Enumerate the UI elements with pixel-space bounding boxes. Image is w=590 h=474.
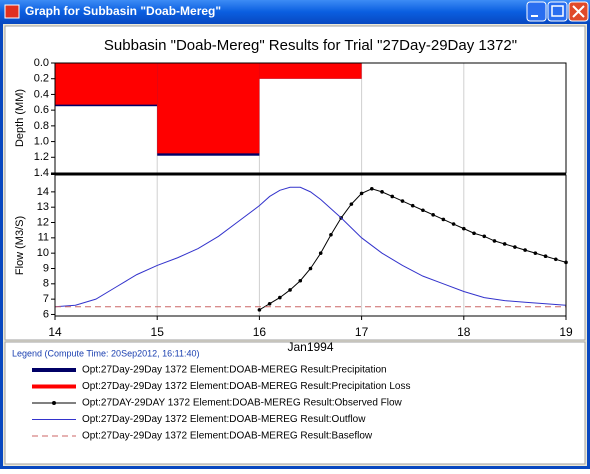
depth-bar	[157, 63, 260, 154]
y-axis-label: Depth (MM)	[14, 89, 26, 147]
flow-marker	[288, 288, 292, 292]
flow-line	[54, 186, 567, 308]
maximize-icon	[551, 5, 564, 17]
y-tick-label: 0.4	[34, 88, 49, 100]
y-tick-label: 0.2	[34, 73, 49, 85]
flow-marker	[390, 194, 395, 199]
y-axis-label: Flow (M3/S)	[14, 216, 26, 275]
flow-marker	[308, 266, 313, 271]
y-tick-label: 1.2	[34, 151, 49, 163]
flow-marker	[349, 202, 354, 206]
flow-marker	[318, 251, 323, 255]
flow-marker	[421, 208, 425, 213]
maximize-button[interactable]	[547, 1, 568, 22]
x-tick-label: 18	[457, 325, 471, 339]
flow-marker	[533, 251, 538, 255]
depth-bar	[55, 63, 158, 105]
flow-marker	[523, 248, 527, 252]
y-tick-label: 12	[37, 216, 49, 228]
depth-bar	[259, 63, 362, 79]
flow-marker	[431, 213, 435, 217]
y-tick-label: 0.6	[34, 104, 49, 116]
flow-marker	[553, 257, 558, 262]
y-tick-label: 10	[37, 247, 49, 259]
flow-marker	[462, 226, 466, 231]
legend-title: Legend (Compute Time: 20Sep2012, 16:11:4…	[12, 348, 199, 358]
y-tick-label: 1.4	[34, 167, 49, 179]
x-tick-label: 15	[151, 325, 165, 339]
flow-marker	[400, 199, 405, 203]
flow-marker	[441, 217, 446, 222]
y-tick-label: 9	[43, 262, 49, 274]
flow-marker	[359, 191, 364, 196]
x-tick-label: 17	[355, 325, 369, 339]
y-tick-label: 13	[37, 201, 49, 213]
window-title: Graph for Subbasin "Doab-Mereg"	[25, 4, 221, 18]
x-tick-label: 19	[559, 325, 573, 339]
flow-marker	[370, 186, 374, 191]
flow-marker	[502, 242, 507, 246]
title-bar	[0, 0, 590, 24]
y-tick-label: 7	[43, 293, 49, 305]
legend-entry: Opt:27Day-29Day 1372 Element:DOAB-MEREG …	[82, 381, 410, 392]
flow-marker	[380, 190, 384, 194]
y-tick-label: 14	[37, 186, 49, 198]
flow-marker	[278, 295, 282, 300]
legend-entry: Opt:27Day-29Day 1372 Element:DOAB-MEREG …	[82, 414, 366, 425]
close-icon	[572, 5, 585, 18]
legend-panel	[4, 341, 586, 465]
legend-marker	[52, 401, 56, 405]
flow-marker	[513, 245, 517, 249]
flow-marker	[451, 222, 456, 226]
y-tick-label: 11	[38, 232, 49, 244]
legend-entry: Opt:27DAY-29DAY 1372 Element:DOAB-MEREG …	[82, 398, 403, 409]
minimize-button[interactable]	[526, 1, 547, 22]
flow-marker	[543, 254, 548, 259]
y-tick-label: 1.0	[34, 135, 49, 147]
flow-marker	[472, 231, 476, 236]
legend-entry: Opt:27Day-29Day 1372 Element:DOAB-MEREG …	[82, 431, 373, 442]
y-tick-label: 8	[43, 278, 49, 290]
flow-marker	[329, 232, 333, 237]
x-tick-label: 16	[253, 325, 267, 339]
flow-marker	[410, 203, 415, 208]
flow-marker	[298, 278, 303, 283]
x-tick-label: 14	[48, 325, 62, 339]
flow-marker	[482, 234, 487, 239]
chart-title: Subbasin "Doab-Mereg" Results for Trial …	[104, 37, 517, 54]
flow-marker	[267, 301, 272, 306]
legend-entry: Opt:27Day-29Day 1372 Element:DOAB-MEREG …	[82, 365, 387, 376]
flow-marker	[492, 239, 497, 243]
window-icon	[4, 4, 20, 19]
flow-marker	[257, 308, 262, 312]
x-axis-label: Jan1994	[287, 340, 333, 354]
y-tick-label: 0.0	[34, 57, 49, 69]
y-tick-label: 6	[43, 308, 49, 320]
y-tick-label: 0.8	[34, 120, 49, 132]
